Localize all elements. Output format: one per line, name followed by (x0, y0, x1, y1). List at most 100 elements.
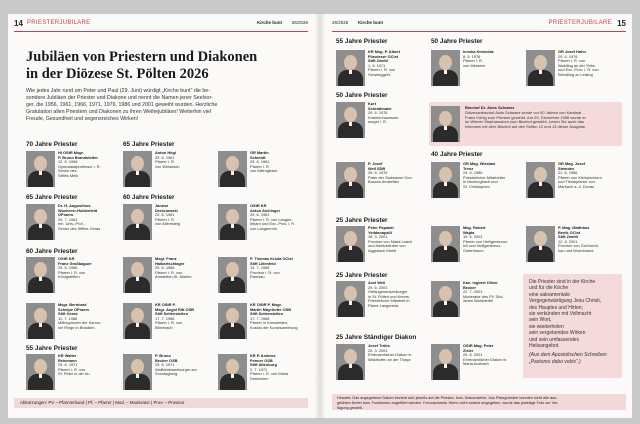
portrait-photo (336, 226, 365, 262)
jubilarian-name: Kurt (368, 101, 376, 106)
portrait-photo (218, 151, 247, 187)
role-info: sorger i. R. (368, 119, 388, 125)
group-heading: 55 Jahre Priester (336, 38, 388, 45)
ordination-info: 17. 7. 1966 (250, 315, 270, 321)
ordination-info: 29. 6. 1966 (155, 265, 175, 271)
jubilarian-name: P. Thomas Kriola OCist (250, 256, 293, 261)
group-heading: 25 Jahre Ständiger Diakon (336, 334, 417, 341)
role-info: Gutenbrunn (463, 247, 484, 253)
ordination-info: 19. 6. 2001 (463, 234, 483, 240)
ordination-info: 29. 6. 1976 (558, 53, 578, 59)
jubilarian-info: P. Mag. Matthäus Benik OCist Stift Zwett… (558, 225, 618, 254)
role-info: von Allentsteig (155, 221, 181, 227)
jubilarian-card: P. Mag. Matthäus Benik OCist Stift Zwett… (526, 225, 618, 264)
jubilarian-name: KR Msg. P. Albert (368, 49, 400, 54)
ordination-info: 29. 6. 1976 (368, 110, 388, 116)
jubilarian-name: P. Mag. Matthäus (558, 225, 590, 230)
page-title: Jubiläen von Priestern und Diakonen in d… (26, 49, 296, 83)
role-info: und Titularpfarrer von (558, 179, 595, 185)
lead-paragraph: Wie jedes Jahr rund um Peter und Paul (2… (26, 88, 302, 123)
role-info: von Langenrohr (250, 225, 278, 231)
role-info: em. Univ.-Prof., (58, 221, 85, 227)
jubilarian-name: GR Mag. Wieslaw (463, 161, 496, 166)
jubilarian-info: Kurt Schrattmaier 29. 6. 1976 Krankenhau… (368, 101, 428, 125)
portrait-photo (336, 102, 365, 138)
bishop-line: Franz König zum Priester geweiht. Am 29.… (465, 114, 586, 120)
role-info: Pfarrer i. R. von Maria (250, 371, 289, 377)
quote-line: sie verkünden mit Vollmacht (529, 311, 592, 318)
title-line-2: in der Diözese St. Pölten 2026 (26, 66, 209, 82)
jubilarian-card: Peter Papaiah Yeddanapalli 18. 3. 2001 P… (336, 225, 428, 264)
jubilarian-name: GR Josef Hahn (558, 49, 586, 54)
jubilarian-card: GR Mag. Josef Stemdes 21. 6. 1986 Pfarre… (526, 161, 618, 200)
portrait-photo (431, 344, 460, 380)
jubilarian-name: KR P. Ambros (250, 353, 276, 358)
jubilarian-name: Schrattmaier (368, 105, 392, 111)
group-heading: 50 Jahre Priester (336, 92, 388, 99)
role-info: von Altlengbach (250, 168, 278, 174)
jubilarian-card: KR Walter Reinmann 29. 6. 1971 Pfarrer i… (26, 353, 118, 392)
role-info: Priesterliche Mitarbeit in (368, 298, 410, 304)
portrait-photo (526, 226, 555, 262)
jubilarian-info: KR Msg. P. Albert Filzwieser OCist Stift… (368, 49, 428, 78)
jubilarian-name: Schmidt (250, 154, 266, 160)
jubilarian-name: Anton Aichinger (250, 207, 281, 213)
portrait-photo (431, 162, 460, 198)
order-info: Stift Seitenstetten (155, 311, 189, 317)
ordination-info: 29. 6. 1961 (155, 154, 175, 160)
role-info: Ehrenamtlicher Diakon in (463, 356, 507, 362)
note-line: geübten Ämter bzw. Funktionen angeführt … (337, 400, 559, 405)
role-info: Senior des (58, 168, 77, 174)
jubilarian-name: Josef Tröbs (368, 343, 390, 348)
jubilarian-name: Kan. Ingbert Oliver (463, 280, 498, 285)
jubilarian-info: KR OStR P. Msgr. Martin Mayrhofer OSB St… (250, 302, 310, 331)
jubilarian-card: Msgr. Bernhard Schelpe OPraem Stift Gera… (26, 302, 118, 341)
role-info: Moderator des PV Süd- (463, 293, 504, 299)
jubilarian-name: P. Bruno Brandstetter (58, 154, 98, 160)
jubilarian-info: OStR KR Anton Aichinger 29. 6. 1961 Pfar… (250, 203, 310, 232)
order-info: Stift Altenburg (250, 362, 277, 368)
jubilarian-name: Peter Papaiah (368, 225, 394, 230)
role-info: Wendling zu Leising (558, 71, 593, 77)
role-info: Aggsbach Markt (368, 247, 397, 253)
group-heading: 50 Jahre Priester (431, 38, 483, 45)
jubilarian-name: Benik OCist (558, 229, 581, 235)
jubilarian-name: P. Bruno (155, 353, 171, 358)
ordination-info: 1. 8. 1971 (368, 62, 386, 68)
jubilarian-name: Franz Großbaguer (58, 260, 92, 266)
page-header-right: 26/2026 Kirche bunt PRIESTERJUBILARE 15 (332, 19, 626, 29)
order-info: OPraem. (58, 212, 75, 218)
role-info: Pfarrer i. R. von Langen- (250, 216, 293, 222)
jubilarian-name: Becker OSB (155, 357, 178, 363)
header-rule (332, 31, 626, 32)
portrait-photo (26, 303, 55, 339)
quote-line: Vergegenwärtigung Jesu Christi, (529, 298, 601, 305)
order-info: Stift Seitenstetten (250, 311, 284, 317)
role-info: Königstetten (58, 274, 80, 280)
role-info: Pfarre Langenlois (368, 302, 399, 308)
role-info: Pfarrer i. R. von (58, 366, 86, 372)
role-info: St. Peter in der Au (58, 371, 90, 377)
portrait-photo (123, 151, 152, 187)
jubilarian-card: GR Mag. Wieslaw Trenz 24. 5. 1986 Priest… (431, 161, 523, 200)
portrait-photo (336, 281, 365, 317)
role-info: Gefangenenseelsorger (368, 289, 408, 295)
group-heading: 65 Jahre Priester (123, 141, 175, 148)
portrait-photo (26, 354, 55, 390)
role-info: Pfarrer i. R. von (155, 320, 183, 326)
bishop-line: im Wiener Stephansdom zum Bischof geweih… (465, 119, 584, 125)
ordination-info: 29. 7. 1961 (58, 216, 78, 222)
jubilarian-info: KR P. Ambros Penner OSB Stift Altenburg … (250, 353, 310, 382)
portrait-photo (26, 151, 55, 187)
role-info: Pfarrer in Krenstetten, (250, 320, 289, 326)
jubilarian-name: Msgr. Aegid Ritt OSB (155, 306, 194, 312)
portrait-photo (218, 204, 247, 240)
role-info: Gymnasialprofessor i. R. (58, 163, 101, 169)
quote-source: (Aus dem Apostolischen Schreiben (529, 352, 607, 359)
role-info: Mitbegründer der Kanon- (58, 320, 102, 326)
jubilarian-info: Dr. H. Augustinus Wucherer-Huldenfeld OP… (58, 203, 118, 232)
group-heading: 25 Jahre Priester (336, 272, 388, 279)
issue-date: 26/2026 (291, 20, 308, 25)
jubilarian-card: Hl OStR Msgr. P. Bruno Brandstetter 12. … (26, 150, 118, 189)
jubilarian-name: Stift Lilienfeld (250, 260, 276, 266)
